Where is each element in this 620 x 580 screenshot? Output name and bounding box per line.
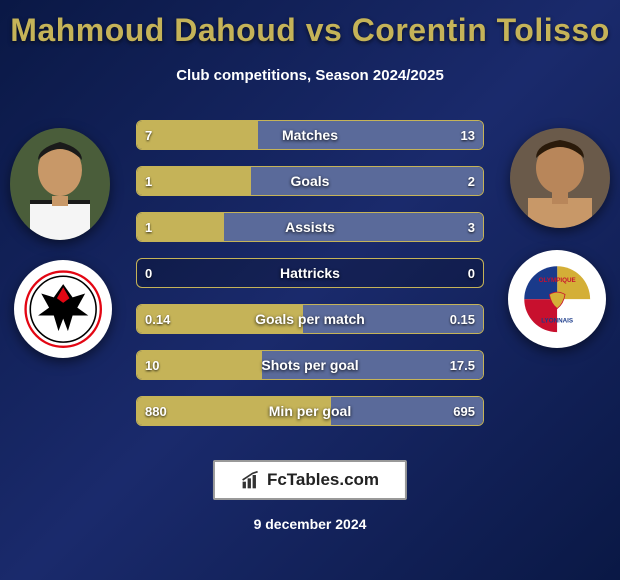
- stat-value-left: 1: [137, 213, 160, 241]
- stat-label: Hattricks: [137, 259, 483, 287]
- stat-row: 1017.5Shots per goal: [136, 350, 484, 380]
- stat-value-right: 3: [460, 213, 483, 241]
- club-left-logo: [14, 260, 112, 358]
- stat-value-right: 17.5: [442, 351, 483, 379]
- stat-value-right: 0.15: [442, 305, 483, 333]
- stat-value-right: 13: [453, 121, 483, 149]
- stat-row: 713Matches: [136, 120, 484, 150]
- stat-value-right: 0: [460, 259, 483, 287]
- brand-text: FcTables.com: [267, 470, 379, 490]
- comparison-content: OLYMPIQUE LYONNAIS 713Matches12Goals13As…: [0, 120, 620, 450]
- brand-badge: FcTables.com: [213, 460, 407, 500]
- player-right-avatar: [510, 128, 610, 228]
- stat-value-left: 0: [137, 259, 160, 287]
- svg-text:OLYMPIQUE: OLYMPIQUE: [538, 277, 575, 284]
- date-text: 9 december 2024: [0, 516, 620, 532]
- stat-row: 12Goals: [136, 166, 484, 196]
- brand-chart-icon: [241, 470, 261, 490]
- stat-row: 13Assists: [136, 212, 484, 242]
- svg-text:LYONNAIS: LYONNAIS: [541, 318, 573, 325]
- stat-row: 0 0Hattricks: [136, 258, 484, 288]
- stat-row: 880695Min per goal: [136, 396, 484, 426]
- stat-value-left: 7: [137, 121, 160, 149]
- stat-bar-right-fill: [224, 213, 484, 241]
- stat-value-right: 695: [445, 397, 483, 425]
- stat-value-left: 1: [137, 167, 160, 195]
- stat-bars: 713Matches12Goals13Assists00Hattricks0.1…: [136, 120, 484, 442]
- stat-value-left: 880: [137, 397, 175, 425]
- stat-bar-right-fill: [251, 167, 483, 195]
- page-title: Mahmoud Dahoud vs Corentin Tolisso: [0, 0, 620, 49]
- player-left-avatar: [10, 128, 110, 240]
- club-right-logo: OLYMPIQUE LYONNAIS: [508, 250, 606, 348]
- stat-value-right: 2: [460, 167, 483, 195]
- subtitle: Club competitions, Season 2024/2025: [0, 67, 620, 84]
- stat-value-left: 10: [137, 351, 167, 379]
- stat-value-left: 0.14: [137, 305, 178, 333]
- stat-row: 0.140.15Goals per match: [136, 304, 484, 334]
- stat-bar-right-fill: [258, 121, 483, 149]
